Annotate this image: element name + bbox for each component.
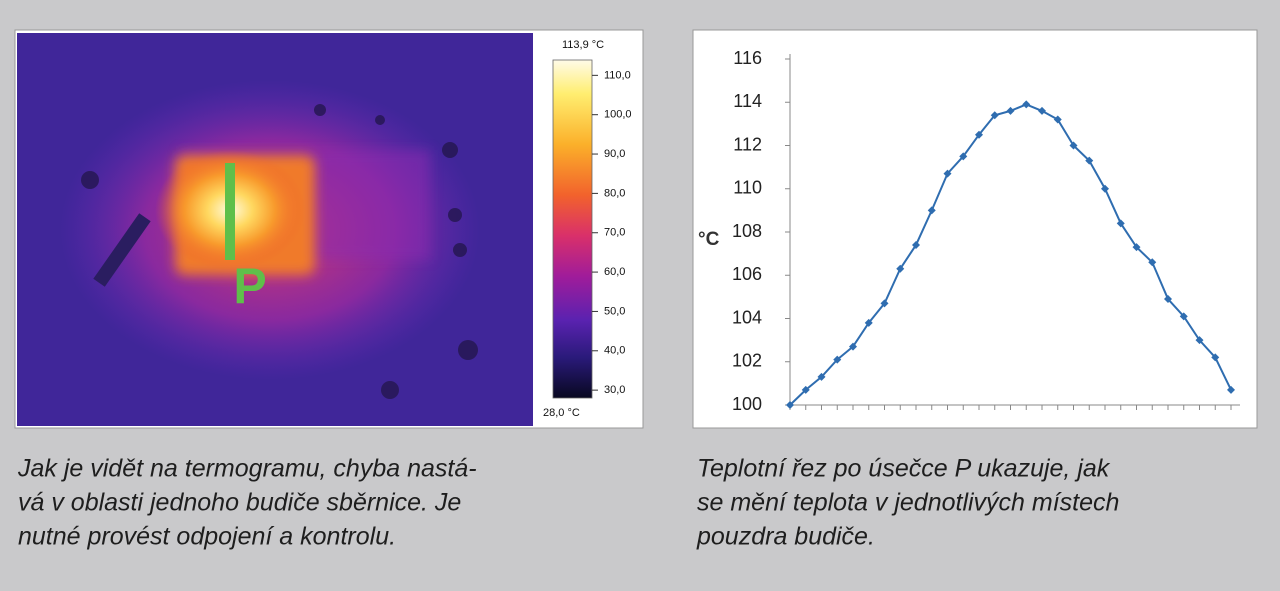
colorbar-tick-label: 90,0 bbox=[604, 148, 625, 160]
data-point bbox=[912, 240, 920, 249]
caption-line: Teplotní řez po úsečce P ukazuje, jak bbox=[697, 455, 1111, 483]
y-tick-label: 100 bbox=[732, 394, 762, 414]
data-point bbox=[1179, 312, 1188, 321]
colorbar bbox=[552, 59, 593, 399]
colorbar-max-label: 113,9 °C bbox=[562, 39, 604, 51]
y-tick-label: 102 bbox=[732, 351, 762, 371]
y-tick-label: 108 bbox=[732, 221, 762, 241]
data-point bbox=[990, 111, 999, 120]
colorbar-tick-label: 40,0 bbox=[604, 345, 625, 357]
data-point bbox=[943, 169, 952, 178]
caption-line: pouzdra budiče. bbox=[696, 523, 875, 551]
y-tick-label: 106 bbox=[732, 264, 762, 284]
data-point bbox=[849, 342, 857, 351]
colorbar-tick-label: 60,0 bbox=[604, 266, 625, 278]
data-point bbox=[927, 206, 936, 215]
section-line bbox=[225, 163, 235, 260]
data-point bbox=[1006, 106, 1015, 115]
data-point bbox=[1101, 184, 1109, 193]
thermal-image: P bbox=[17, 33, 533, 426]
data-point bbox=[1211, 353, 1220, 362]
data-point bbox=[1195, 336, 1204, 345]
colorbar-tick-label: 50,0 bbox=[604, 305, 625, 317]
data-point bbox=[786, 401, 794, 409]
caption-line: se mění teplota v jednotlivých místech bbox=[697, 489, 1119, 517]
data-point bbox=[1085, 156, 1094, 165]
y-tick-label: 114 bbox=[733, 91, 762, 111]
data-point bbox=[896, 264, 905, 273]
y-tick-label: 110 bbox=[733, 178, 762, 198]
y-tick-label: 116 bbox=[733, 48, 762, 68]
data-point bbox=[1227, 385, 1235, 394]
data-point bbox=[1022, 100, 1031, 109]
data-point bbox=[1038, 106, 1046, 115]
y-axis-label: °C bbox=[698, 229, 720, 250]
data-point bbox=[959, 152, 968, 161]
data-point bbox=[1053, 115, 1062, 124]
data-point bbox=[1148, 258, 1157, 267]
colorbar-tick-label: 100,0 bbox=[604, 109, 632, 121]
caption-line: Jak je vidět na termogramu, chyba nastá- bbox=[17, 455, 477, 483]
data-point bbox=[1164, 295, 1172, 304]
data-point bbox=[1069, 141, 1078, 150]
y-tick-label: 112 bbox=[733, 134, 762, 154]
data-point bbox=[817, 372, 826, 381]
data-point bbox=[880, 299, 889, 308]
data-point bbox=[1132, 243, 1141, 252]
colorbar-tick-label: 110,0 bbox=[604, 69, 631, 81]
colorbar-tick-label: 70,0 bbox=[604, 227, 625, 239]
colorbar-tick-label: 30,0 bbox=[604, 384, 625, 396]
caption-line: nutné provést odpojení a kontrolu. bbox=[18, 523, 396, 551]
colorbar-tick-label: 80,0 bbox=[604, 187, 625, 199]
caption-line: vá v oblasti jednoho budiče sběrnice. Je bbox=[18, 489, 461, 517]
data-point bbox=[833, 355, 842, 364]
right-panel bbox=[692, 29, 1258, 429]
data-point bbox=[801, 385, 810, 394]
colorbar-min-label: 28,0 °C bbox=[543, 407, 580, 419]
y-tick-label: 104 bbox=[732, 307, 762, 327]
data-point bbox=[975, 130, 983, 139]
data-point bbox=[864, 318, 873, 327]
section-label: P bbox=[233, 258, 266, 314]
data-point bbox=[1116, 219, 1125, 228]
